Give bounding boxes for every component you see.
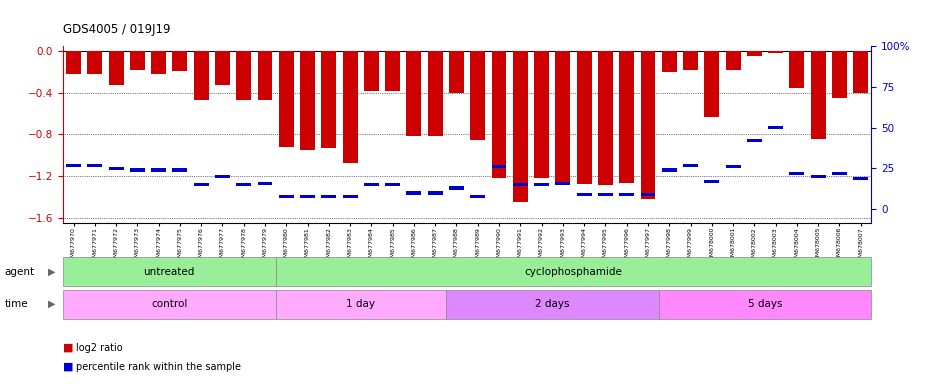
- Text: untreated: untreated: [143, 266, 195, 277]
- Bar: [704, 51, 720, 117]
- Bar: [555, 182, 571, 185]
- Bar: [449, 186, 464, 190]
- Bar: [130, 169, 145, 172]
- Bar: [321, 195, 337, 198]
- Bar: [768, 126, 783, 129]
- Bar: [342, 51, 358, 164]
- Bar: [130, 51, 145, 70]
- Bar: [598, 51, 613, 185]
- Bar: [257, 182, 273, 185]
- Bar: [470, 195, 486, 198]
- Text: ■: ■: [63, 343, 73, 353]
- Bar: [300, 195, 315, 198]
- Bar: [172, 169, 188, 172]
- Text: time: time: [5, 299, 29, 309]
- Bar: [619, 193, 635, 196]
- Bar: [276, 290, 446, 319]
- Bar: [321, 51, 337, 148]
- Bar: [534, 183, 549, 186]
- Text: log2 ratio: log2 ratio: [76, 343, 122, 353]
- Bar: [832, 51, 847, 98]
- Bar: [491, 165, 507, 169]
- Bar: [661, 51, 677, 72]
- Bar: [598, 193, 613, 196]
- Bar: [278, 51, 294, 147]
- Bar: [768, 51, 783, 53]
- Bar: [789, 51, 805, 88]
- Bar: [853, 51, 869, 93]
- Bar: [151, 51, 166, 74]
- Bar: [87, 51, 103, 74]
- Bar: [257, 51, 273, 100]
- Bar: [406, 191, 422, 195]
- Bar: [661, 169, 677, 172]
- Bar: [108, 51, 124, 84]
- Text: ▶: ▶: [48, 267, 55, 277]
- Bar: [746, 51, 762, 56]
- Text: ▶: ▶: [48, 299, 55, 309]
- Bar: [704, 180, 720, 183]
- Bar: [342, 195, 358, 198]
- Bar: [853, 177, 869, 180]
- Bar: [725, 51, 741, 70]
- Bar: [66, 164, 81, 167]
- Bar: [276, 257, 871, 286]
- Bar: [746, 139, 762, 142]
- Bar: [470, 51, 486, 140]
- Text: 2 days: 2 days: [535, 299, 570, 310]
- Bar: [236, 51, 252, 100]
- Bar: [446, 290, 659, 319]
- Bar: [810, 51, 826, 139]
- Bar: [406, 51, 422, 136]
- Bar: [576, 193, 592, 196]
- Bar: [66, 51, 81, 74]
- Bar: [364, 183, 379, 186]
- Bar: [683, 164, 698, 167]
- Bar: [300, 51, 315, 150]
- Bar: [683, 51, 698, 70]
- Text: cyclophosphamide: cyclophosphamide: [524, 266, 623, 277]
- Bar: [87, 164, 103, 167]
- Text: 5 days: 5 days: [747, 299, 783, 310]
- Bar: [215, 51, 230, 84]
- Bar: [449, 51, 464, 93]
- Bar: [555, 51, 571, 183]
- Bar: [364, 51, 379, 91]
- Text: percentile rank within the sample: percentile rank within the sample: [76, 362, 240, 372]
- Bar: [534, 51, 549, 178]
- Bar: [512, 51, 528, 202]
- Text: control: control: [151, 299, 188, 310]
- Bar: [385, 51, 401, 91]
- Bar: [193, 51, 209, 100]
- Text: ■: ■: [63, 362, 73, 372]
- Bar: [640, 193, 656, 196]
- Bar: [63, 290, 276, 319]
- Bar: [512, 183, 528, 186]
- Bar: [236, 183, 252, 186]
- Bar: [659, 290, 871, 319]
- Bar: [640, 51, 656, 199]
- Bar: [108, 167, 124, 170]
- Text: 1 day: 1 day: [346, 299, 376, 310]
- Bar: [193, 183, 209, 186]
- Bar: [832, 172, 847, 175]
- Bar: [63, 257, 276, 286]
- Text: agent: agent: [5, 267, 35, 277]
- Bar: [810, 175, 826, 178]
- Bar: [619, 51, 635, 183]
- Bar: [278, 195, 294, 198]
- Bar: [725, 165, 741, 169]
- Bar: [789, 172, 805, 175]
- Bar: [172, 51, 188, 71]
- Bar: [215, 175, 230, 178]
- Bar: [427, 191, 443, 195]
- Bar: [385, 183, 401, 186]
- Text: GDS4005 / 019J19: GDS4005 / 019J19: [63, 23, 170, 36]
- Bar: [576, 51, 592, 184]
- Bar: [151, 169, 166, 172]
- Bar: [427, 51, 443, 136]
- Bar: [491, 51, 507, 178]
